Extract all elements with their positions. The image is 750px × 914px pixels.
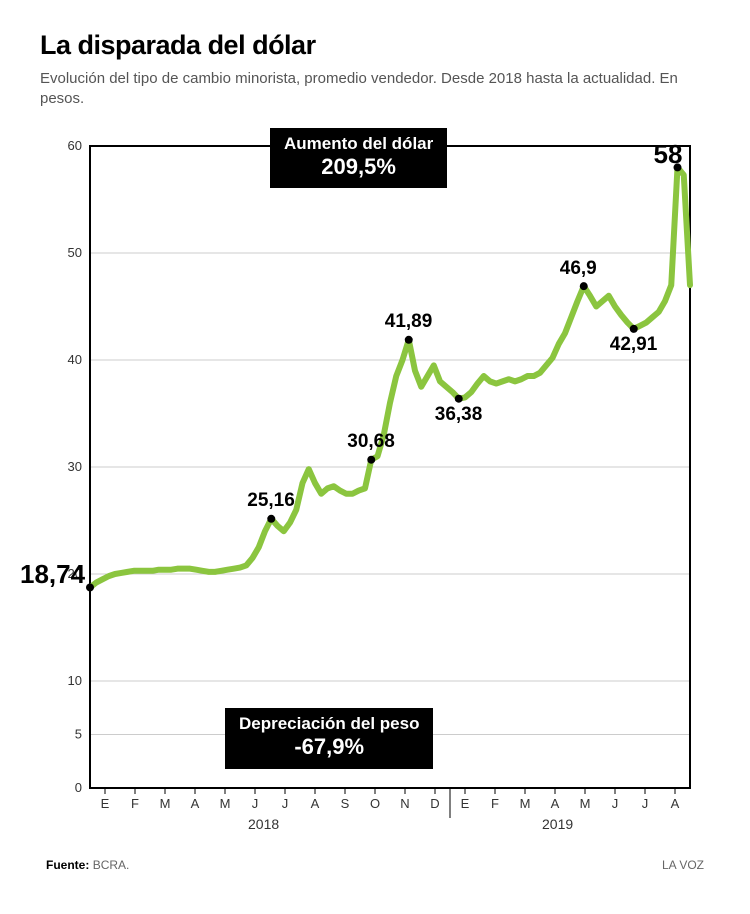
svg-text:50: 50	[68, 245, 82, 260]
data-point-label: 42,91	[610, 334, 658, 356]
chart-title: La disparada del dólar	[40, 30, 710, 61]
chart-footer: Fuente: BCRA. LA VOZ	[40, 858, 710, 872]
svg-text:S: S	[341, 796, 350, 811]
source-text: Fuente: BCRA.	[46, 858, 129, 872]
svg-text:A: A	[191, 796, 200, 811]
svg-text:A: A	[551, 796, 560, 811]
top-badge: Aumento del dólar209,5%	[270, 128, 447, 189]
chart-subtitle: Evolución del tipo de cambio minorista, …	[40, 69, 710, 110]
svg-text:M: M	[520, 796, 531, 811]
publisher-text: LA VOZ	[662, 858, 704, 872]
svg-text:M: M	[220, 796, 231, 811]
year-label: 2019	[542, 816, 573, 832]
data-point-label: 58	[654, 139, 683, 170]
year-label: 2018	[248, 816, 279, 832]
svg-text:5: 5	[75, 726, 82, 741]
svg-text:M: M	[160, 796, 171, 811]
bottom-badge: Depreciación del peso-67,9%	[225, 708, 433, 769]
svg-text:E: E	[101, 796, 110, 811]
svg-text:F: F	[131, 796, 139, 811]
svg-text:0: 0	[75, 780, 82, 795]
svg-text:M: M	[580, 796, 591, 811]
svg-text:F: F	[491, 796, 499, 811]
svg-text:30: 30	[68, 459, 82, 474]
svg-text:A: A	[671, 796, 680, 811]
svg-text:J: J	[612, 796, 619, 811]
data-point-label: 18,74	[20, 559, 85, 590]
data-point-label: 30,68	[347, 431, 395, 453]
svg-text:J: J	[642, 796, 649, 811]
chart-area: 05102030405060EFMAMJJASONDEFMAMJJA 18,74…	[40, 128, 710, 848]
svg-text:A: A	[311, 796, 320, 811]
data-point-label: 41,89	[385, 311, 433, 333]
svg-text:40: 40	[68, 352, 82, 367]
data-point-label: 46,9	[560, 258, 597, 280]
svg-text:D: D	[430, 796, 439, 811]
data-point-label: 25,16	[247, 490, 295, 512]
svg-text:N: N	[400, 796, 409, 811]
chart-page: La disparada del dólar Evolución del tip…	[0, 0, 750, 914]
data-point-label: 36,38	[435, 404, 483, 426]
svg-text:O: O	[370, 796, 380, 811]
svg-text:60: 60	[68, 138, 82, 153]
svg-text:10: 10	[68, 673, 82, 688]
svg-text:J: J	[252, 796, 259, 811]
svg-text:J: J	[282, 796, 289, 811]
svg-text:E: E	[461, 796, 470, 811]
